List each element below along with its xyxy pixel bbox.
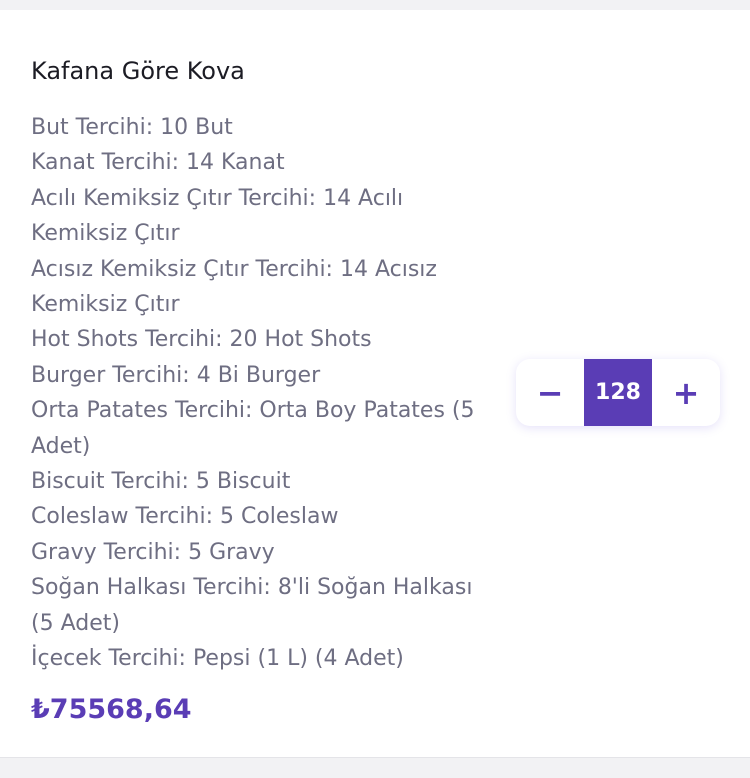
option-item: İçecek Tercihi: Pepsi (1 L) (4 Adet) [31, 646, 404, 672]
option-item: Hot Shots Tercihi: 20 Hot Shots [31, 327, 372, 353]
option-item: Acılı Kemiksiz Çıtır Tercihi: 14 Acılı K… [31, 185, 404, 247]
option-item: Burger Tercihi: 4 Bi Burger [31, 362, 321, 388]
increment-button[interactable]: + [672, 373, 700, 412]
product-card: Kafana Göre Kova But Tercihi: 10 But Kan… [0, 10, 750, 758]
quantity-value: 128 [584, 359, 652, 426]
quantity-stepper: − 128 + [516, 359, 720, 426]
option-item: But Tercihi: 10 But [31, 115, 233, 140]
option-item: Biscuit Tercihi: 5 Biscuit [31, 469, 291, 495]
option-item: Kanat Tercihi: 14 Kanat [31, 150, 285, 176]
product-title: Kafana Göre Kova [31, 57, 245, 85]
decrement-button[interactable]: − [536, 373, 564, 412]
product-price: ₺75568,64 [31, 694, 192, 725]
option-item: Soğan Halkası Tercihi: 8'li Soğan Halkas… [31, 575, 473, 636]
option-item: Acısız Kemiksiz Çıtır Tercihi: 14 Acısız… [31, 256, 437, 318]
option-item: Orta Patates Tercihi: Orta Boy Patates (… [31, 398, 475, 459]
product-options-list: But Tercihi: 10 But Kanat Tercihi: 14 Ka… [31, 110, 496, 677]
option-item: Gravy Tercihi: 5 Gravy [31, 539, 275, 565]
option-item: Coleslaw Tercihi: 5 Coleslaw [31, 504, 339, 530]
